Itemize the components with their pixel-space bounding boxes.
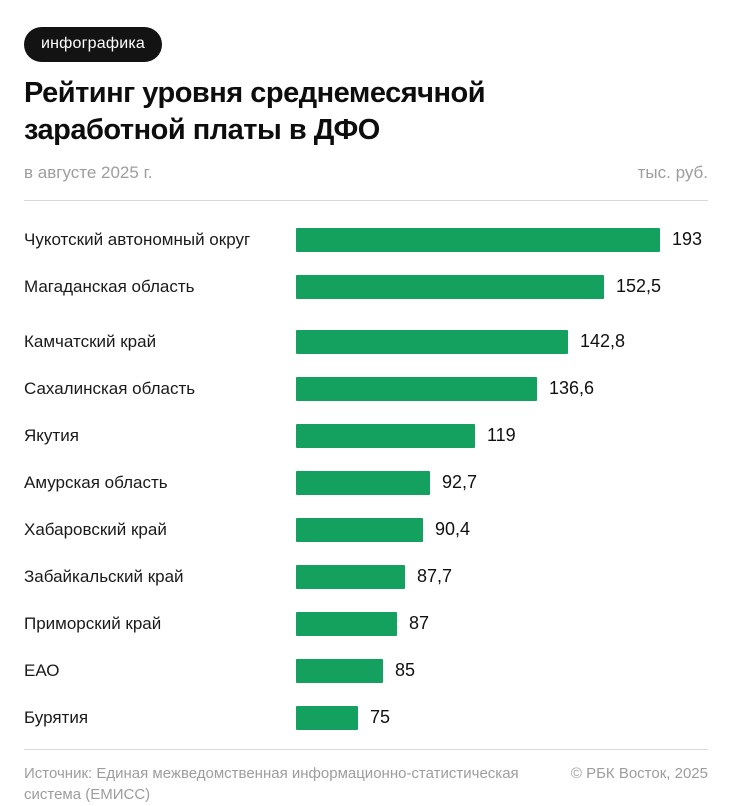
bar-track: 152,5 (296, 274, 708, 299)
region-label: Камчатский край (24, 331, 157, 351)
region-label: Чукотский автономный округ (24, 229, 251, 249)
value-label: 87,7 (417, 566, 453, 587)
value-bar (296, 227, 660, 252)
region-label: Бурятия (24, 707, 89, 727)
badge-label: инфографика (41, 35, 146, 52)
bar-track: 87,7 (296, 564, 708, 589)
region-label: Забайкальский край (24, 566, 184, 586)
chart-row: Магаданская область 152,5 (24, 263, 708, 310)
chart-row: Забайкальский край 87,7 (24, 553, 708, 600)
units-label: тыс. руб. (637, 163, 708, 183)
region-label: Магаданская область (24, 276, 195, 296)
value-label: 136,6 (549, 378, 595, 399)
region-label: Якутия (24, 425, 79, 445)
footer-body: Источник: Единая межведомственная информ… (24, 750, 708, 806)
region-label: Сахалинская область (24, 378, 196, 398)
value-bar (296, 376, 537, 401)
bar-chart: Чукотский автономный округ 193 Магаданск… (24, 216, 708, 741)
footer-divider (24, 749, 708, 751)
bar-track: 85 (296, 658, 708, 683)
bar-track: 92,7 (296, 470, 708, 495)
value-bar (296, 274, 604, 299)
chart-row: Сахалинская область 136,6 (24, 365, 708, 412)
chart-row: Бурятия 75 (24, 694, 708, 741)
bar-track: 193 (296, 227, 708, 252)
bar-track: 142,8 (296, 329, 708, 354)
bar-track: 75 (296, 705, 708, 730)
value-label: 92,7 (442, 472, 478, 493)
chart-row: Якутия 119 (24, 412, 708, 459)
value-label: 75 (370, 707, 391, 728)
chart-row: Камчатский край 142,8 (24, 318, 708, 365)
chart-row: Приморский край 87 (24, 600, 708, 647)
region-label: Хабаровский край (24, 519, 167, 539)
bar-track: 119 (296, 423, 708, 448)
meta-row: в августе 2025 г. тыс. руб. (24, 163, 708, 183)
value-label: 193 (672, 229, 703, 250)
bar-track: 87 (296, 611, 708, 636)
chart-row: Чукотский автономный округ 193 (24, 216, 708, 263)
value-label: 142,8 (580, 331, 626, 352)
chart-row: ЕАО 85 (24, 647, 708, 694)
region-label: Приморский край (24, 613, 162, 633)
region-label: Амурская область (24, 472, 168, 492)
value-label: 87 (409, 613, 430, 634)
value-bar (296, 329, 568, 354)
footer: Источник: Единая межведомственная информ… (24, 749, 708, 806)
value-bar (296, 705, 358, 730)
value-label: 119 (487, 425, 516, 446)
header: инфографика Рейтинг уровня среднемесячно… (0, 0, 732, 183)
value-bar (296, 470, 430, 495)
value-bar (296, 658, 383, 683)
bar-track: 90,4 (296, 517, 708, 542)
value-bar (296, 423, 475, 448)
value-bar (296, 564, 405, 589)
chart-row: Амурская область 92,7 (24, 459, 708, 506)
value-bar (296, 611, 397, 636)
value-label: 152,5 (616, 276, 662, 297)
region-label: ЕАО (24, 660, 60, 680)
source-note: Источник: Единая межведомственная информ… (24, 765, 519, 804)
period-label: в августе 2025 г. (24, 163, 153, 183)
value-label: 90,4 (435, 519, 471, 540)
value-bar (296, 517, 423, 542)
infographic-badge: инфографика (24, 27, 163, 62)
header-divider (24, 200, 708, 202)
copyright-note: © РБК Восток, 2025 (570, 765, 708, 783)
page-title: Рейтинг уровня среднемесячной заработной… (24, 77, 486, 146)
chart-row: Хабаровский край 90,4 (24, 506, 708, 553)
bar-track: 136,6 (296, 376, 708, 401)
value-label: 85 (395, 660, 416, 681)
